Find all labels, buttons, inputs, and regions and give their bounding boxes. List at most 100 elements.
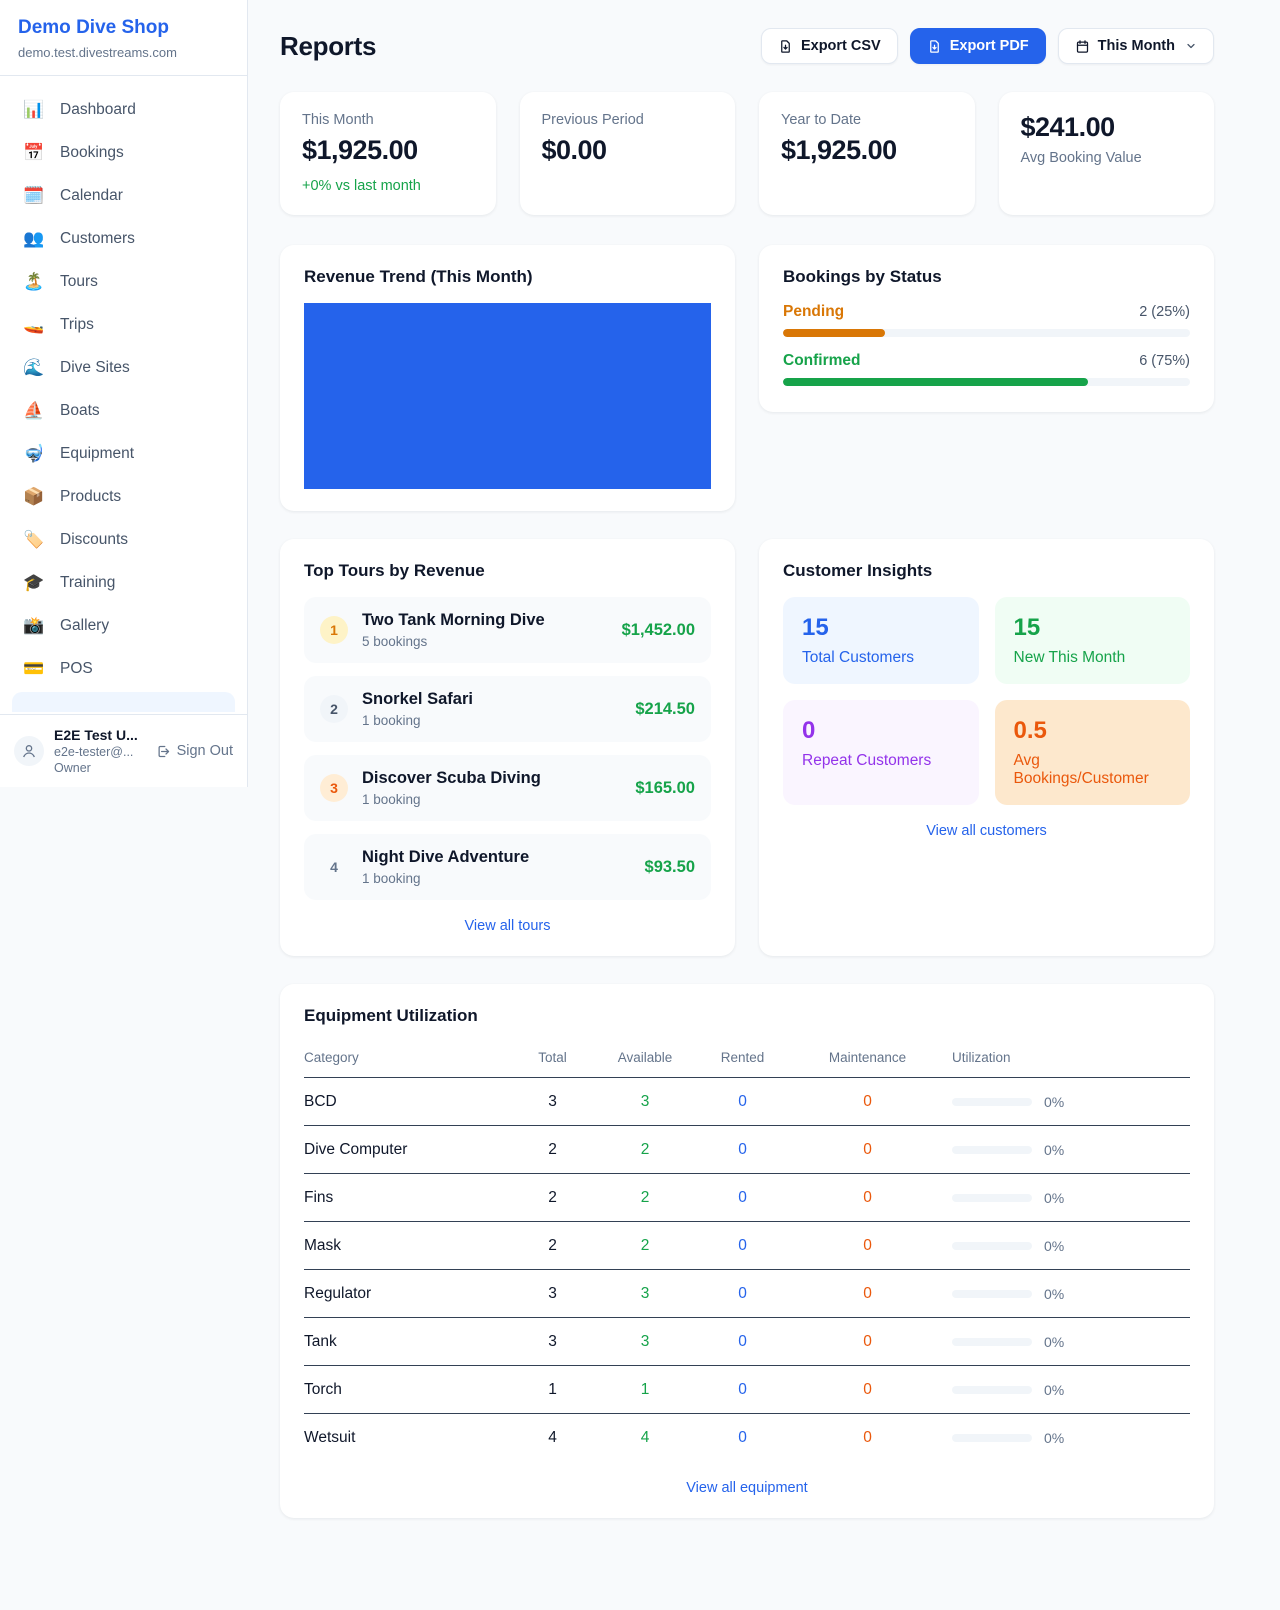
- equipment-total: 4: [548, 1428, 557, 1446]
- sidebar-item-customers[interactable]: 👥 Customers: [12, 217, 235, 260]
- equipment-total: 2: [505, 1221, 600, 1270]
- equipment-total: 3: [505, 1077, 600, 1126]
- utilization-bar: [952, 1241, 1032, 1250]
- stat-value: $0.00: [541, 135, 608, 165]
- sidebar-item-pos[interactable]: 💳 POS: [12, 647, 235, 690]
- user-meta: E2E Test U... e2e-tester@... Owner: [54, 727, 146, 775]
- equipment-rented: 0: [690, 1317, 795, 1366]
- equipment-maintenance: 0: [795, 1173, 940, 1222]
- sidebar-item-training[interactable]: 🎓 Training: [12, 561, 235, 604]
- equipment-available: 2: [600, 1125, 690, 1174]
- graduation-cap-icon: 🎓: [23, 572, 45, 592]
- rank-badge: 4: [330, 859, 338, 875]
- sidebar-nav: 📊 Dashboard 📅 Bookings 🗓️ Calendar 👥 Cus…: [0, 76, 247, 714]
- tour-bookings-count: 5 bookings: [362, 634, 428, 649]
- utilization-bar: [952, 1097, 1032, 1106]
- sidebar-item-dashboard[interactable]: 📊 Dashboard: [12, 88, 235, 131]
- sidebar-item-equipment[interactable]: 🤿 Equipment: [12, 432, 235, 475]
- sidebar-item-trips[interactable]: 🚤 Trips: [12, 303, 235, 346]
- column-header-rented: Rented: [690, 1042, 795, 1078]
- sidebar-item-discounts[interactable]: 🏷️ Discounts: [12, 518, 235, 561]
- column-header-utilization: Utilization: [940, 1042, 1190, 1078]
- sidebar-item-label: Dive Sites: [60, 358, 130, 376]
- user-role: Owner: [54, 761, 91, 775]
- column-header-maintenance: Maintenance: [795, 1042, 940, 1078]
- insight-value: 0: [802, 717, 816, 744]
- bookings-by-status-card: Bookings by Status Pending 2 (25%) Confi…: [759, 245, 1214, 412]
- revenue-trend-card: Revenue Trend (This Month): [280, 245, 735, 511]
- trips-boat-icon: 🚤: [23, 314, 45, 334]
- tour-list-item: 3 Discover Scuba Diving 1 booking $165.0…: [304, 755, 711, 821]
- sidebar-item-boats[interactable]: ⛵ Boats: [12, 389, 235, 432]
- view-all-tours-link[interactable]: View all tours: [304, 918, 711, 934]
- app-root: Demo Dive Shop demo.test.divestreams.com…: [0, 0, 1214, 1496]
- sidebar-item-bookings[interactable]: 📅 Bookings: [12, 131, 235, 174]
- table-row: Regulator 3 3 0 0 0%: [304, 1269, 1190, 1318]
- insight-label: New This Month: [1013, 649, 1126, 666]
- equipment-maintenance: 0: [795, 1077, 940, 1126]
- stat-label: This Month: [302, 112, 374, 128]
- sidebar-item-label: Trips: [60, 315, 94, 333]
- tour-revenue: $1,452.00: [621, 620, 695, 639]
- sidebar-item-gallery[interactable]: 📸 Gallery: [12, 604, 235, 647]
- header-actions: Export CSV Export PDF This Month: [760, 28, 1214, 64]
- utilization-cell: 0%: [952, 1094, 1178, 1110]
- equipment-maintenance: 0: [795, 1317, 940, 1366]
- dashboard-icon: 📊: [23, 99, 45, 119]
- status-bar-fill: [783, 329, 885, 337]
- insights-grid: 15 Total Customers 15 New This Month 0 R…: [783, 597, 1190, 805]
- bookings-calendar-icon: 📅: [23, 142, 45, 162]
- rank-badge: 3: [320, 774, 348, 802]
- sidebar-item-calendar[interactable]: 🗓️ Calendar: [12, 174, 235, 217]
- insight-value: 15: [1013, 614, 1041, 641]
- export-csv-label: Export CSV: [800, 38, 881, 54]
- equipment-rented: 0: [738, 1428, 747, 1446]
- status-row-pending: Pending 2 (25%): [783, 303, 1190, 337]
- insight-label: Repeat Customers: [802, 752, 932, 769]
- view-all-equipment-link[interactable]: View all equipment: [304, 1480, 1190, 1496]
- revenue-trend-chart: [304, 303, 711, 489]
- equipment-total: 1: [505, 1365, 600, 1414]
- export-pdf-button[interactable]: Export PDF: [909, 28, 1046, 64]
- utilization-percent: 0%: [1044, 1237, 1065, 1254]
- sign-out-button[interactable]: Sign Out: [156, 743, 233, 759]
- utilization-percent: 0%: [1044, 1381, 1065, 1398]
- sidebar-item-label: Training: [60, 573, 116, 591]
- sidebar: Demo Dive Shop demo.test.divestreams.com…: [0, 0, 248, 787]
- stat-card-year-to-date: Year to Date $1,925.00: [759, 92, 975, 215]
- table-row: Torch 1 1 0 0 0%: [304, 1365, 1190, 1414]
- shop-name: Demo Dive Shop: [18, 17, 169, 38]
- equipment-rented: 0: [690, 1077, 795, 1126]
- stats-row: This Month $1,925.00 +0% vs last month P…: [280, 92, 1214, 215]
- sidebar-item-label: POS: [60, 659, 93, 677]
- equipment-rented: 0: [690, 1221, 795, 1270]
- sidebar-item-products[interactable]: 📦 Products: [12, 475, 235, 518]
- column-header-total: Total: [505, 1042, 600, 1078]
- insight-avg-bookings-per-customer: 0.5 Avg Bookings/Customer: [994, 700, 1190, 805]
- calendar-icon: [1076, 39, 1088, 53]
- status-bar-track: [783, 329, 1190, 337]
- export-csv-button[interactable]: Export CSV: [760, 28, 898, 64]
- view-all-customers-link[interactable]: View all customers: [783, 823, 1190, 839]
- sidebar-item-tours[interactable]: 🏝️ Tours: [12, 260, 235, 303]
- equipment-category: Fins: [304, 1173, 505, 1222]
- utilization-percent: 0%: [1044, 1333, 1065, 1350]
- table-row: Tank 3 3 0 0 0%: [304, 1317, 1190, 1366]
- utilization-percent: 0%: [1044, 1141, 1065, 1158]
- sidebar-item-reports-partial[interactable]: [12, 692, 235, 712]
- status-label: Pending: [783, 303, 845, 320]
- customers-icon: 👥: [23, 228, 45, 248]
- equipment-rented: 0: [690, 1173, 795, 1222]
- equipment-table-header: Category Total Available Rented Maintena…: [304, 1042, 1190, 1078]
- insight-repeat-customers: 0 Repeat Customers: [783, 700, 979, 805]
- equipment-maintenance: 0: [795, 1221, 940, 1270]
- insight-label: Total Customers: [802, 649, 914, 666]
- sidebar-item-dive-sites[interactable]: 🌊 Dive Sites: [12, 346, 235, 389]
- equipment-total: 2: [505, 1125, 600, 1174]
- stat-card-previous-period: Previous Period $0.00: [519, 92, 735, 215]
- sign-out-icon: [158, 745, 169, 757]
- period-dropdown[interactable]: This Month: [1057, 28, 1214, 64]
- equipment-category: Wetsuit: [304, 1428, 356, 1446]
- tag-icon: 🏷️: [23, 529, 45, 549]
- customer-insights-title: Customer Insights: [783, 561, 933, 580]
